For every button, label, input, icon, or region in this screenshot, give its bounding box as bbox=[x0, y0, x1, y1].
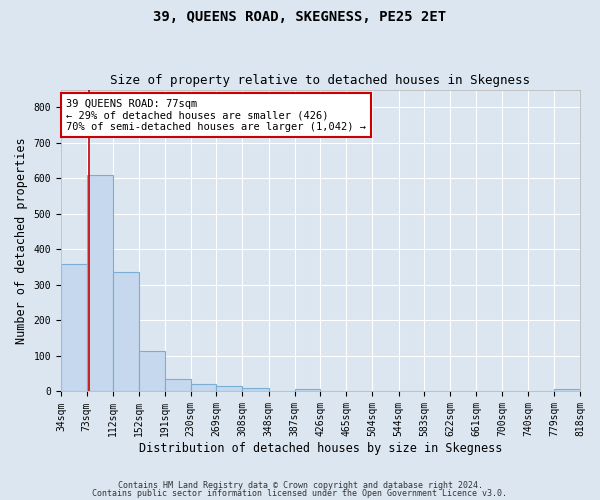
Bar bbox=[295, 388, 320, 392]
Bar bbox=[554, 388, 580, 392]
Text: 39 QUEENS ROAD: 77sqm
← 29% of detached houses are smaller (426)
70% of semi-det: 39 QUEENS ROAD: 77sqm ← 29% of detached … bbox=[66, 98, 366, 132]
Bar bbox=[242, 388, 269, 392]
Bar bbox=[113, 272, 139, 392]
Bar bbox=[61, 264, 87, 392]
Text: 39, QUEENS ROAD, SKEGNESS, PE25 2ET: 39, QUEENS ROAD, SKEGNESS, PE25 2ET bbox=[154, 10, 446, 24]
Title: Size of property relative to detached houses in Skegness: Size of property relative to detached ho… bbox=[110, 74, 530, 87]
Y-axis label: Number of detached properties: Number of detached properties bbox=[15, 137, 28, 344]
Text: Contains public sector information licensed under the Open Government Licence v3: Contains public sector information licen… bbox=[92, 488, 508, 498]
X-axis label: Distribution of detached houses by size in Skegness: Distribution of detached houses by size … bbox=[139, 442, 502, 455]
Bar bbox=[191, 384, 217, 392]
Bar bbox=[165, 379, 191, 392]
Bar bbox=[87, 175, 113, 392]
Bar bbox=[139, 350, 165, 392]
Text: Contains HM Land Registry data © Crown copyright and database right 2024.: Contains HM Land Registry data © Crown c… bbox=[118, 481, 482, 490]
Bar bbox=[217, 386, 242, 392]
